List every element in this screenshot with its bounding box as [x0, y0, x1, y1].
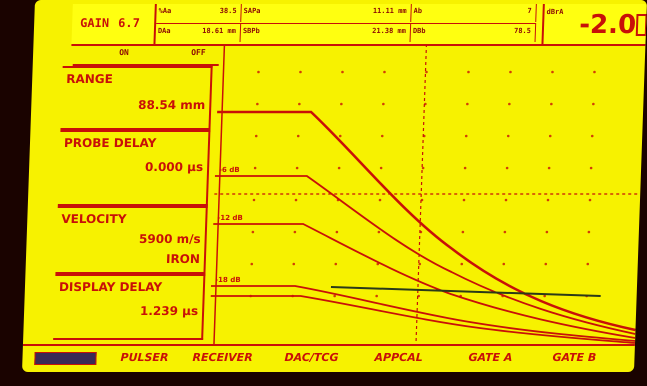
dac-curve-main — [217, 110, 636, 332]
readout-label: dBrA — [546, 8, 564, 16]
readout-marker-icon — [635, 14, 647, 36]
softkey-gate-a[interactable]: GATE A — [468, 351, 513, 364]
param-probe-delay[interactable]: PROBE DELAY 0.000 µs — [57, 130, 211, 206]
param-label: DISPLAY DELAY — [58, 280, 163, 294]
plot-canvas: -6 dB -12 dB -18 dB — [210, 44, 641, 344]
reading-cell: %Aa 38.5 — [156, 4, 242, 22]
param-value: 1.239 µs — [139, 304, 199, 318]
softkey-pulser[interactable]: PULSER — [120, 351, 169, 364]
softkey-receiver[interactable]: RECEIVER — [192, 351, 253, 364]
menu-toggle-row: ON OFF — [72, 44, 220, 66]
param-material: IRON — [165, 252, 201, 266]
curve-label-6db: -6 dB — [219, 166, 240, 174]
reference-line-vertical — [213, 44, 226, 344]
gate-a-bar[interactable] — [330, 286, 601, 297]
instrument-screen: GAIN 6.7 %Aa 38.5 SAPa 11.11 mm Ab 7 DAa 18.… — [22, 0, 647, 372]
readout-value: -2.0 — [578, 10, 637, 40]
parameter-panel: ON OFF RANGE 88.54 mm PROBE DELAY 0.000 … — [53, 44, 220, 340]
gain-value: 6.7 — [117, 16, 141, 30]
param-value: 88.54 mm — [137, 98, 206, 112]
param-display-delay[interactable]: DISPLAY DELAY 1.239 µs — [53, 274, 206, 340]
reading-cell: Ab 7 — [411, 4, 537, 22]
param-label: VELOCITY — [61, 212, 127, 226]
curve-label-12db: -12 dB — [217, 214, 243, 222]
gain-label: GAIN — [79, 16, 110, 30]
dac-curve-12db — [213, 223, 636, 339]
dac-curve-18db — [210, 285, 636, 342]
param-value: 0.000 µs — [144, 160, 204, 174]
param-value: 5900 m/s — [138, 232, 201, 246]
curve-label-18db: -18 dB — [215, 276, 241, 284]
dac-curve-6db — [214, 175, 636, 335]
grid-dots — [249, 70, 596, 298]
softkey-bar: PULSER RECEIVER DAC/TCG APPCAL GATE A GA… — [22, 344, 635, 372]
gain-readout[interactable]: GAIN 6.7 — [71, 4, 157, 44]
param-label: RANGE — [65, 72, 114, 86]
softkey-appcal[interactable]: APPCAL — [374, 351, 423, 364]
param-label: PROBE DELAY — [63, 136, 157, 150]
a-scan-plot[interactable]: -6 dB -12 dB -18 dB — [209, 44, 645, 344]
softkey-gate-b[interactable]: GATE B — [552, 351, 597, 364]
param-velocity[interactable]: VELOCITY 5900 m/s IRON — [55, 206, 208, 274]
reading-cell: SBPb 21.38 mm — [240, 24, 412, 42]
reading-cell: DAa 18.61 mm — [155, 24, 242, 42]
dac-curve-24db — [210, 295, 636, 344]
primary-readout: dBrA -2.0 — [541, 4, 647, 44]
battery-icon — [34, 352, 97, 365]
menu-left-label: ON — [119, 48, 129, 57]
reading-cell: DBb 78.5 — [410, 24, 537, 42]
menu-right-label: OFF — [191, 48, 206, 57]
reading-cell: SAPa 11.11 mm — [241, 4, 412, 22]
status-bar: GAIN 6.7 %Aa 38.5 SAPa 11.11 mm Ab 7 DAa 18.… — [71, 4, 647, 46]
param-range[interactable]: RANGE 88.54 mm — [60, 66, 213, 130]
softkey-dac-tcg[interactable]: DAC/TCG — [284, 351, 339, 364]
measurement-readings: %Aa 38.5 SAPa 11.11 mm Ab 7 DAa 18.61 mm SBP… — [155, 4, 537, 44]
